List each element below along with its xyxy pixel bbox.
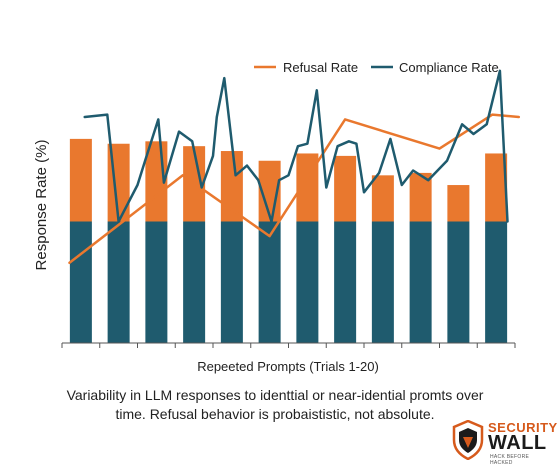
legend-label-refusal: Refusal Rate: [283, 60, 358, 75]
compliance-bar: [485, 221, 508, 343]
compliance-bar: [447, 221, 470, 343]
refusal-bar: [485, 153, 508, 222]
compliance-bar: [69, 221, 92, 343]
security-wall-logo: SECURITY WALL HACK BEFORE HACKED: [452, 418, 557, 466]
legend-label-compliance: Compliance Rate: [399, 60, 499, 75]
legend: Refusal Rate Compliance Rate: [254, 60, 499, 75]
refusal-bar: [409, 172, 432, 222]
refusal-bar: [447, 185, 470, 222]
bars-layer: [69, 138, 508, 343]
compliance-bar: [409, 221, 432, 343]
caption-line-2: time. Refusal behavior is probaististic,…: [115, 406, 435, 422]
x-axis: [61, 342, 516, 348]
compliance-rate-line: [83, 69, 509, 223]
y-axis-label: Response Rate (%): [33, 140, 50, 271]
compliance-bar: [107, 221, 130, 343]
logo-tagline: HACK BEFORE HACKED: [490, 454, 530, 466]
compliance-bar: [258, 221, 281, 343]
lines-layer: [68, 69, 521, 265]
caption-line-1: Variability in LLM responses to identtia…: [66, 387, 484, 403]
x-axis-label: Repeeted Prompts (Trials 1-20): [197, 359, 379, 374]
logo-wordmark-top: SECURITY: [488, 420, 558, 435]
refusal-bar: [371, 175, 394, 222]
refusal-bar: [69, 138, 92, 222]
compliance-bar: [220, 221, 243, 343]
refusal-bar: [220, 151, 243, 222]
compliance-bar: [296, 221, 319, 343]
compliance-bar: [145, 221, 168, 343]
shield-icon: [452, 420, 484, 460]
refusal-rate-line: [68, 113, 521, 265]
compliance-bar: [183, 221, 206, 343]
chart-caption: Variability in LLM responses to identtia…: [40, 386, 510, 424]
compliance-bar: [334, 221, 357, 343]
refusal-bar: [334, 155, 357, 222]
compliance-bar: [371, 221, 394, 343]
logo-wordmark-main: WALL: [488, 432, 547, 454]
